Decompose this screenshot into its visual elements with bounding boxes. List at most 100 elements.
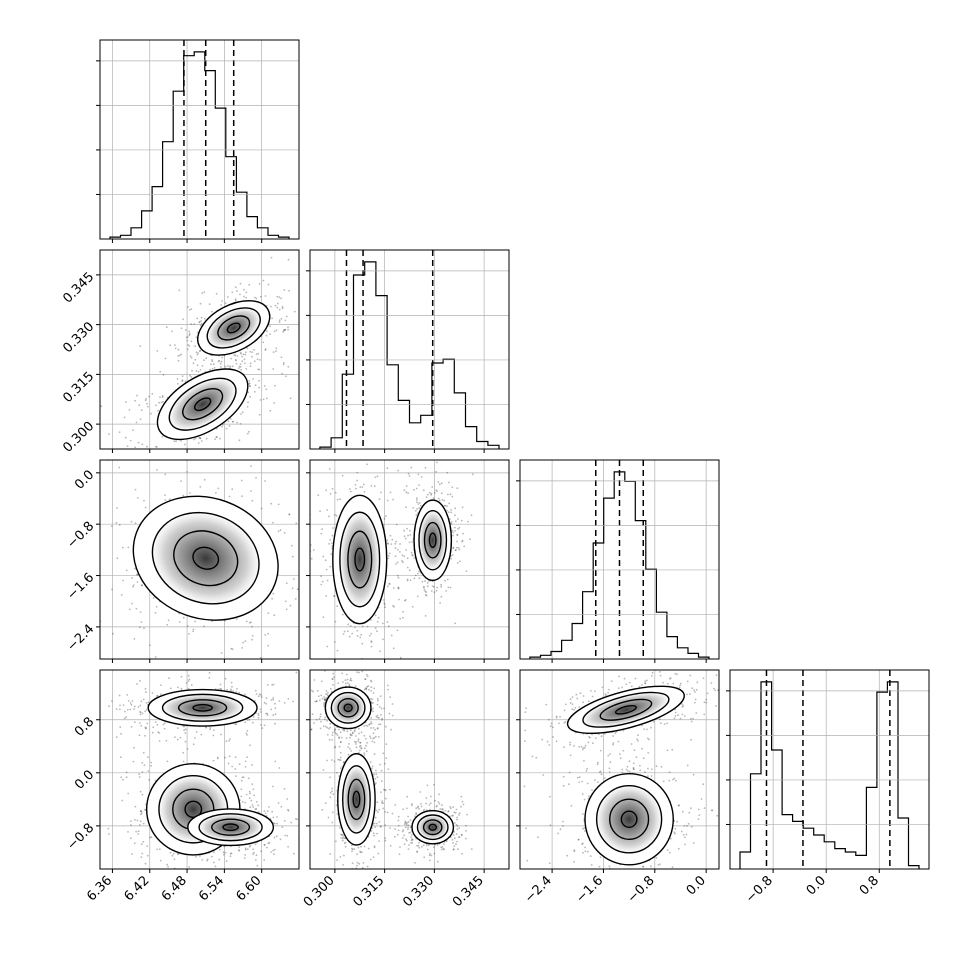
sample-point	[133, 747, 135, 749]
sample-point	[373, 832, 375, 834]
sample-point	[256, 353, 258, 355]
sample-point	[155, 405, 157, 407]
sample-point	[350, 491, 352, 493]
sample-point	[142, 713, 144, 715]
sample-point	[407, 567, 409, 569]
sample-point	[145, 863, 147, 865]
sample-point	[141, 585, 143, 587]
sample-point	[416, 501, 418, 503]
sample-point	[417, 573, 419, 575]
sample-point	[133, 761, 135, 763]
sample-point	[272, 786, 274, 788]
sample-point	[122, 779, 124, 781]
sample-point	[199, 855, 201, 857]
sample-point	[193, 439, 195, 441]
sample-point	[456, 547, 458, 549]
sample-point	[140, 856, 142, 858]
sample-point	[456, 824, 458, 826]
sample-point	[338, 737, 340, 739]
sample-point	[347, 679, 349, 681]
sample-point	[257, 353, 259, 355]
sample-point	[253, 852, 255, 854]
sample-point	[198, 371, 200, 373]
sample-point	[418, 507, 420, 509]
sample-point	[247, 433, 249, 435]
sample-point	[264, 702, 266, 704]
sample-point	[378, 617, 380, 619]
sample-point	[436, 462, 438, 464]
sample-point	[356, 671, 358, 673]
sample-point	[404, 843, 406, 845]
sample-point	[332, 488, 334, 490]
sample-point	[231, 686, 233, 688]
sample-point	[381, 719, 383, 721]
sample-point	[281, 826, 283, 828]
sample-point	[389, 713, 391, 715]
sample-point	[335, 621, 337, 623]
sample-point	[416, 488, 418, 490]
sample-point	[220, 304, 222, 306]
sample-point	[135, 489, 137, 491]
sample-point	[330, 553, 332, 555]
sample-point	[345, 679, 347, 681]
sample-point	[252, 804, 254, 806]
sample-point	[182, 495, 184, 497]
sample-point	[346, 731, 348, 733]
sample-point	[238, 846, 240, 848]
sample-point	[456, 487, 458, 489]
sample-point	[403, 555, 405, 557]
sample-point	[437, 481, 439, 483]
sample-point	[185, 329, 187, 331]
sample-point	[392, 813, 394, 815]
y-tick-label: −2.4	[64, 622, 97, 655]
sample-point	[218, 360, 220, 362]
sample-point	[414, 862, 416, 864]
sample-point	[119, 726, 121, 728]
sample-point	[180, 480, 182, 482]
sample-point	[342, 836, 344, 838]
y-tick-label: 0.8	[72, 714, 97, 739]
sample-point	[340, 457, 342, 459]
sample-point	[339, 746, 341, 748]
sample-point	[162, 401, 164, 403]
sample-point	[323, 696, 325, 698]
sample-point	[403, 489, 405, 491]
sample-point	[244, 857, 246, 859]
sample-point	[143, 699, 145, 701]
sample-point	[362, 867, 364, 869]
sample-point	[404, 823, 406, 825]
y-tick-label: −1.6	[64, 570, 97, 603]
sample-point	[251, 626, 253, 628]
sample-point	[358, 728, 360, 730]
sample-point	[213, 363, 215, 365]
sample-point	[301, 683, 303, 685]
sample-point	[123, 704, 125, 706]
sample-point	[318, 695, 320, 697]
sample-point	[343, 633, 345, 635]
sample-point	[343, 761, 345, 763]
sample-point	[164, 728, 166, 730]
sample-point	[137, 820, 139, 822]
sample-point	[155, 656, 157, 658]
sample-point	[387, 500, 389, 502]
sample-point	[240, 369, 242, 371]
sample-point	[235, 286, 237, 288]
sample-point	[130, 820, 132, 822]
sample-point	[282, 331, 284, 333]
sample-point	[144, 711, 146, 713]
sample-point	[342, 475, 344, 477]
sample-point	[411, 541, 413, 543]
sample-point	[139, 776, 141, 778]
sample-point	[232, 421, 234, 423]
sample-point	[405, 538, 407, 540]
sample-point	[162, 396, 164, 398]
sample-point	[445, 505, 447, 507]
sample-point	[419, 577, 421, 579]
sample-point	[268, 284, 270, 286]
sample-point	[159, 396, 161, 398]
sample-point	[286, 316, 288, 318]
sample-point	[375, 736, 377, 738]
sample-point	[196, 318, 198, 320]
sample-point	[398, 825, 400, 827]
